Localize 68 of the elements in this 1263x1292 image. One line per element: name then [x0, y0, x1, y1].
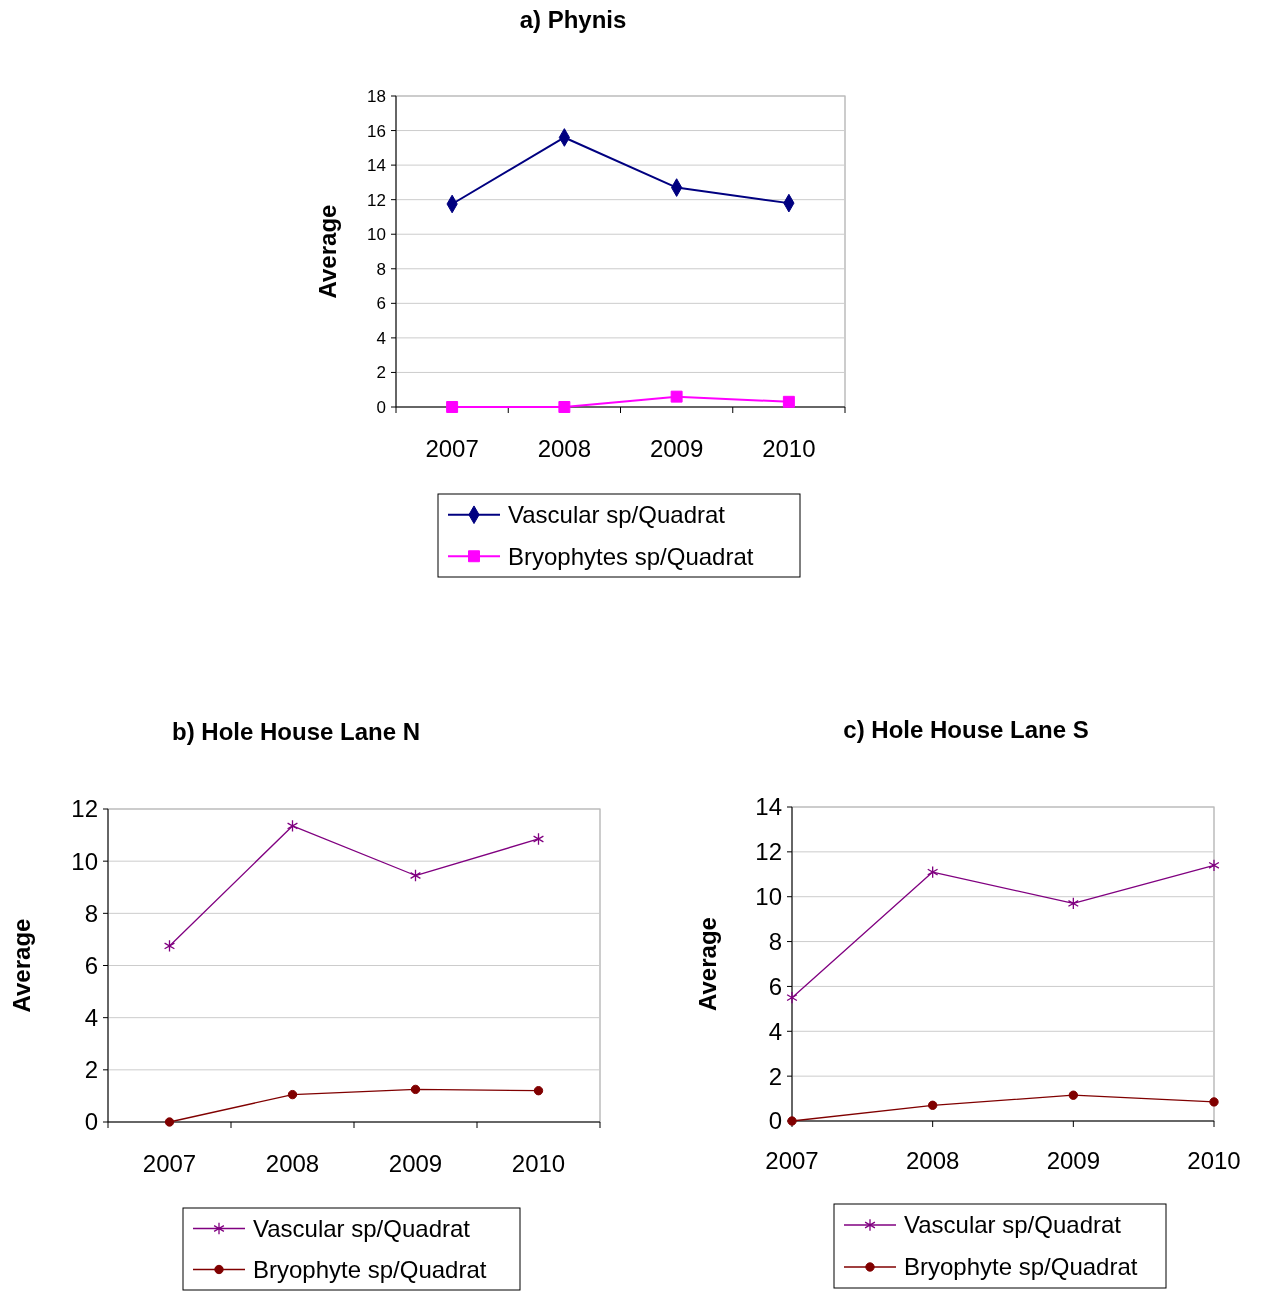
- chart-title: a) Phynis: [519, 6, 627, 33]
- y-tick-label: 10: [71, 847, 98, 875]
- y-tick-label: 0: [376, 397, 386, 417]
- x-tick-label: 2007: [425, 435, 479, 462]
- x-tick-label: 2010: [511, 1150, 566, 1177]
- point: [1067, 897, 1079, 910]
- legend-label: Bryophytes sp/Quadrat: [508, 542, 754, 570]
- y-tick-label: 16: [367, 121, 386, 141]
- legend-label: Bryophyte sp/Quadrat: [253, 1255, 487, 1283]
- y-tick-label: 0: [84, 1108, 98, 1136]
- y-tick-label: 10: [367, 225, 386, 245]
- chart-title: c) Hole House Lane S: [843, 716, 1089, 743]
- x-tick-label: 2009: [1046, 1147, 1101, 1174]
- y-tick-label: 6: [768, 972, 782, 1000]
- point: [286, 819, 299, 833]
- y-tick-label: 2: [84, 1056, 98, 1084]
- y-tick-label: 8: [768, 927, 782, 955]
- y-tick-label: 14: [755, 793, 782, 821]
- y-tick-label: 12: [71, 795, 98, 823]
- point: [782, 395, 795, 408]
- y-tick-label: 12: [367, 190, 386, 210]
- point: [410, 1084, 421, 1095]
- point: [446, 401, 459, 413]
- x-tick-label: 2007: [765, 1147, 819, 1174]
- point: [1209, 1097, 1219, 1107]
- point: [786, 991, 798, 1004]
- point: [927, 1100, 938, 1110]
- legend-label: Bryophyte sp/Quadrat: [904, 1253, 1138, 1281]
- y-tick-label: 6: [376, 294, 386, 314]
- point: [164, 1117, 175, 1127]
- y-axis-title: Average: [314, 204, 341, 299]
- y-tick-label: 8: [376, 259, 386, 279]
- point: [927, 865, 939, 879]
- x-tick-label: 2009: [388, 1150, 443, 1177]
- y-tick-label: 10: [755, 883, 782, 911]
- y-axis-title: Average: [694, 917, 721, 1011]
- y-tick-label: 8: [84, 899, 98, 927]
- y-tick-label: 0: [768, 1107, 782, 1135]
- y-tick-label: 2: [768, 1062, 782, 1090]
- legend-label: Vascular sp/Quadrat: [904, 1211, 1122, 1239]
- point: [532, 832, 545, 846]
- y-tick-label: 12: [755, 838, 782, 866]
- x-tick-label: 2010: [762, 435, 816, 462]
- point: [163, 939, 176, 953]
- x-tick-label: 2008: [905, 1147, 960, 1174]
- legend-label: Vascular sp/Quadrat: [253, 1214, 471, 1242]
- y-tick-label: 14: [367, 156, 386, 176]
- x-tick-label: 2009: [649, 435, 704, 462]
- y-tick-label: 2: [376, 363, 386, 383]
- x-tick-label: 2008: [537, 435, 592, 462]
- y-tick-label: 6: [84, 951, 98, 979]
- y-tick-label: 4: [768, 1017, 782, 1045]
- point: [670, 390, 683, 403]
- point: [409, 869, 422, 882]
- x-tick-label: 2008: [265, 1150, 320, 1177]
- point: [1068, 1090, 1079, 1100]
- point: [287, 1089, 298, 1100]
- x-tick-label: 2007: [142, 1150, 197, 1177]
- point: [533, 1086, 544, 1096]
- y-tick-label: 4: [84, 1004, 98, 1032]
- point: [558, 401, 571, 413]
- point: [1208, 859, 1220, 872]
- chart-title: b) Hole House Lane N: [171, 718, 421, 745]
- legend-label: Vascular sp/Quadrat: [508, 501, 726, 529]
- y-tick-label: 4: [376, 328, 386, 348]
- y-axis-title: Average: [8, 918, 35, 1013]
- x-tick-label: 2010: [1187, 1147, 1241, 1174]
- y-tick-label: 18: [367, 86, 386, 106]
